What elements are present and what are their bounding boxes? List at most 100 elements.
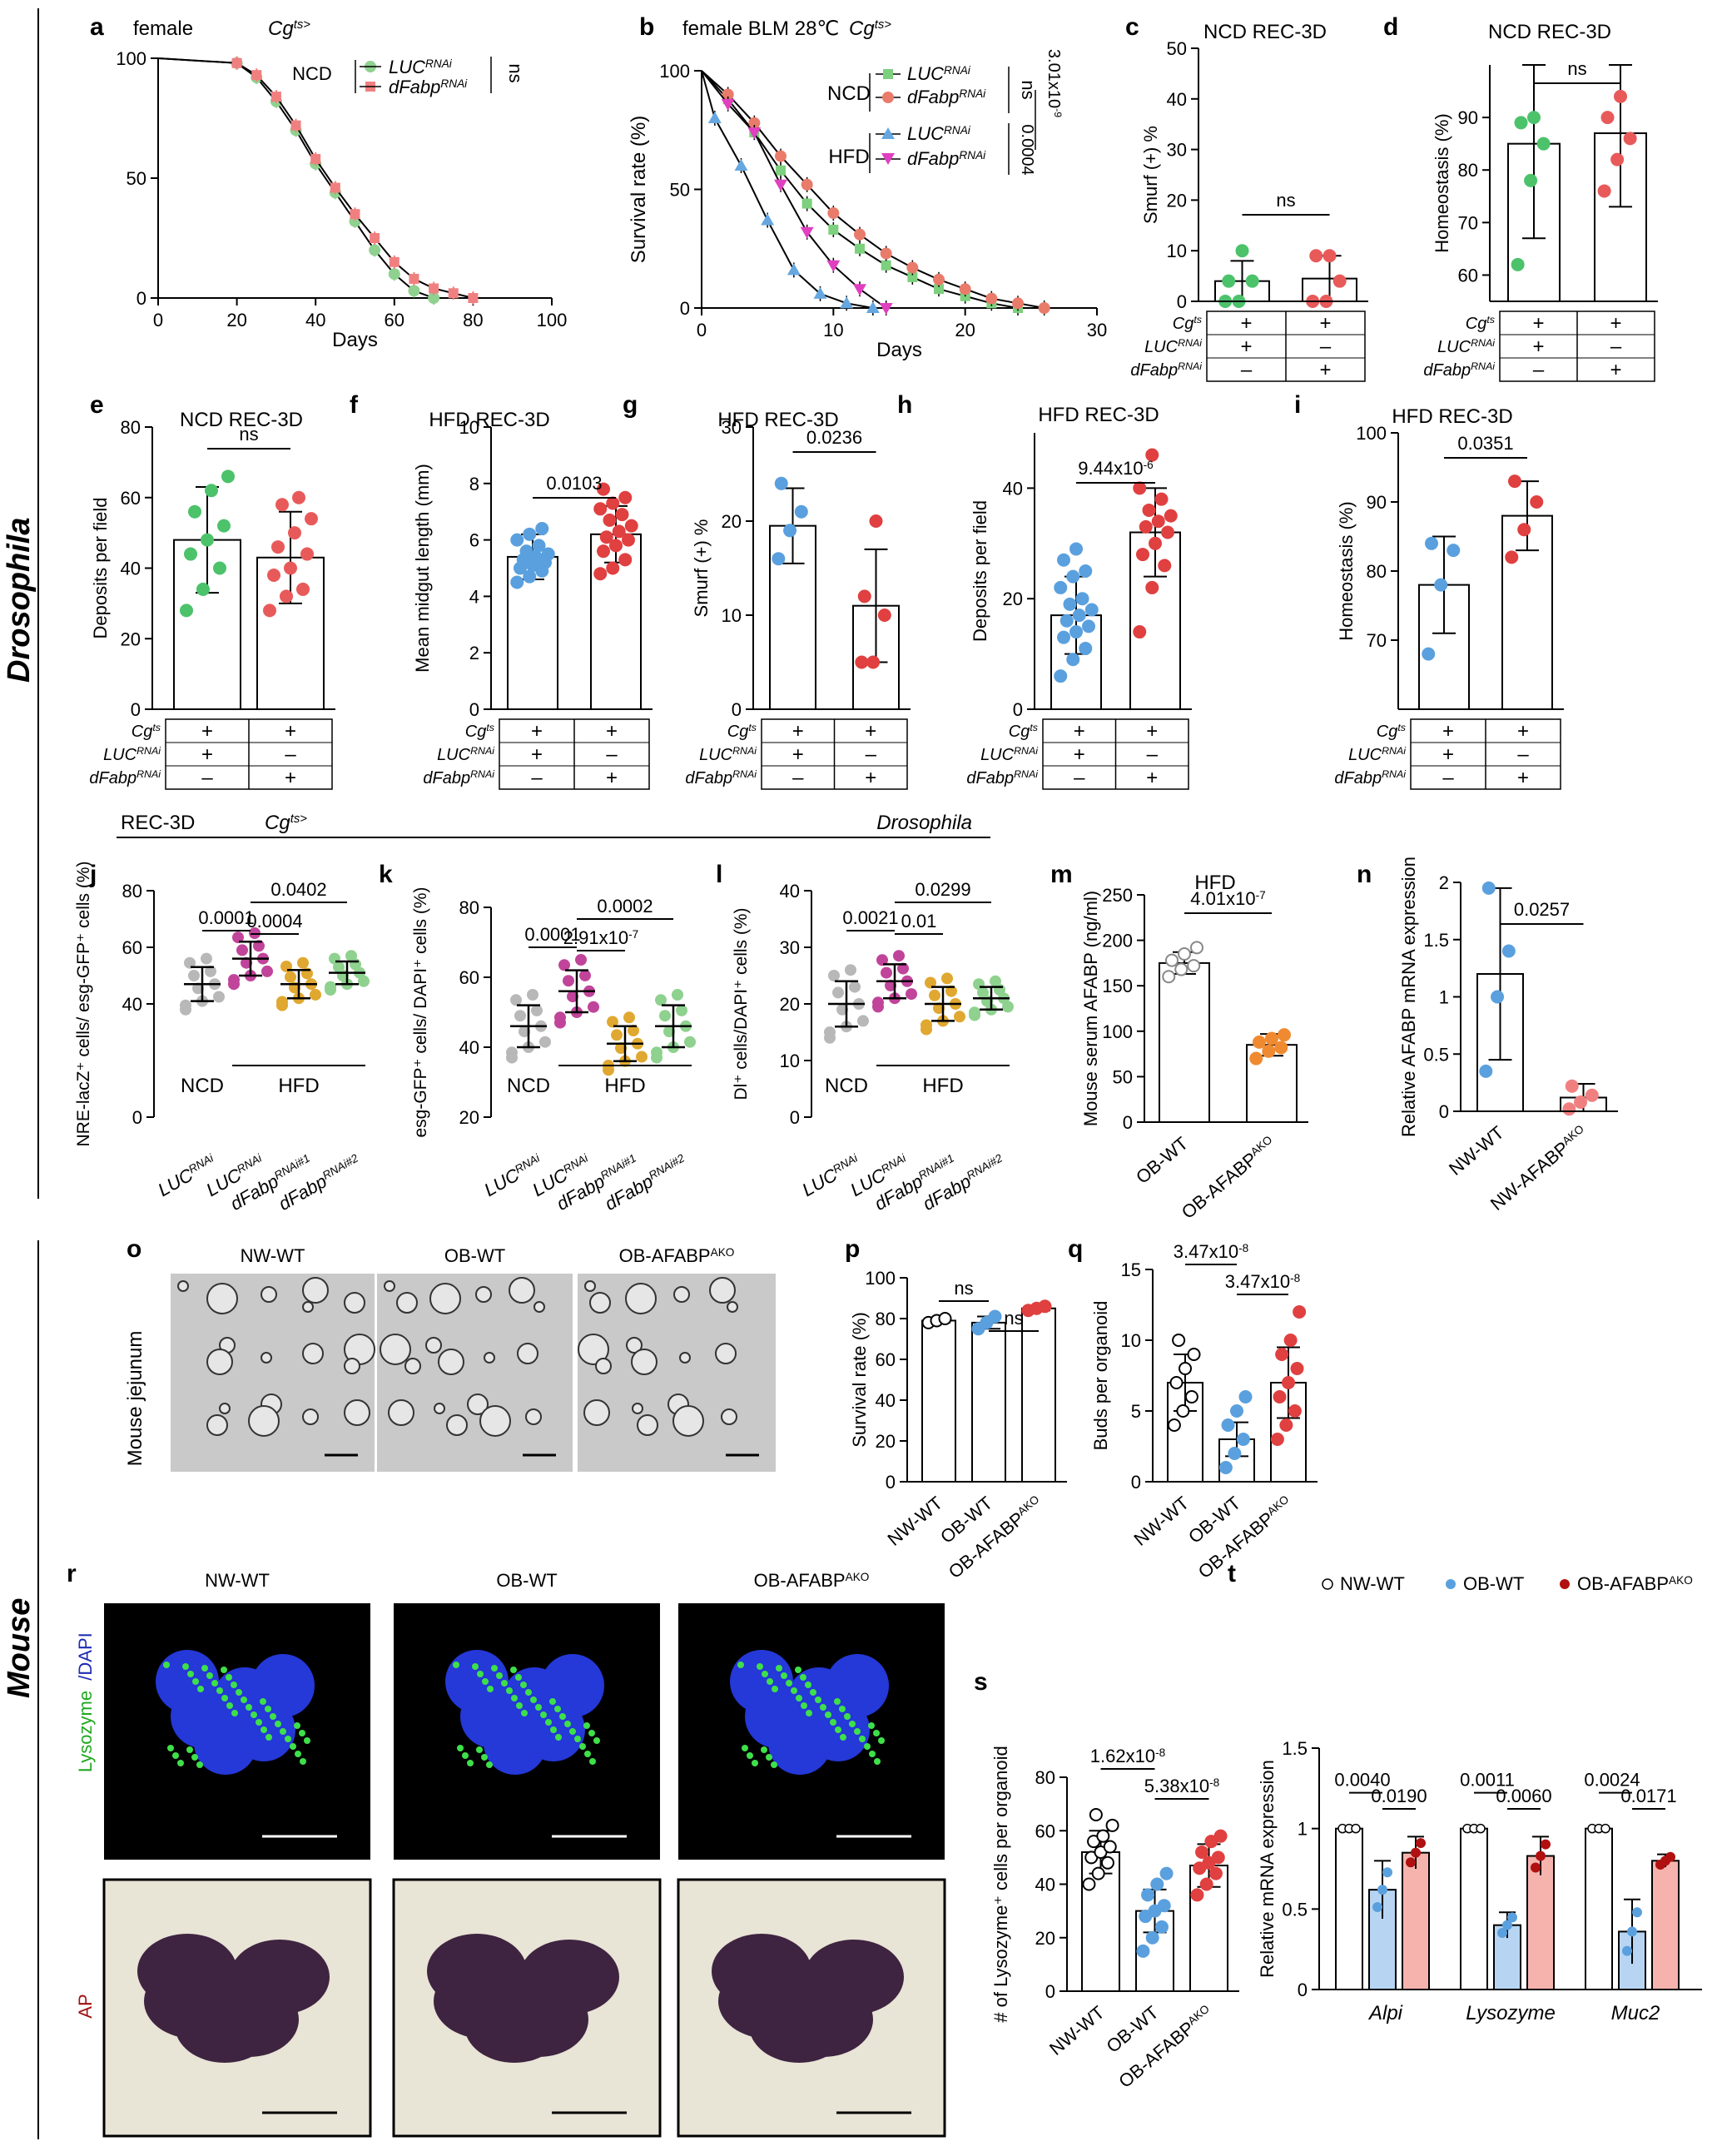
lysozyme-dot bbox=[196, 1761, 203, 1768]
y-tick-label: 80 bbox=[1035, 1767, 1055, 1788]
lysozyme-dot bbox=[515, 1674, 522, 1681]
y-tick-label: 80 bbox=[122, 881, 142, 902]
data-point bbox=[676, 1004, 687, 1016]
data-point bbox=[845, 964, 856, 976]
organoid-blob bbox=[388, 1399, 414, 1426]
text-base: Cg bbox=[1466, 315, 1487, 333]
data-point bbox=[1079, 564, 1093, 578]
data-point bbox=[866, 655, 881, 669]
x-tick-label: 20 bbox=[955, 320, 975, 340]
text-sup: RNAi bbox=[1178, 337, 1203, 349]
data-point bbox=[1274, 1041, 1288, 1055]
text-base: OB-AFABP bbox=[754, 1570, 846, 1591]
data-point bbox=[607, 1016, 618, 1028]
data-point bbox=[1527, 111, 1541, 125]
cond-row-label: dFabpRNAi bbox=[89, 768, 161, 787]
data-point bbox=[985, 292, 998, 305]
panel-letter-i: i bbox=[1294, 391, 1301, 419]
data-point bbox=[180, 999, 191, 1011]
cond-sign: + bbox=[865, 720, 876, 743]
organoid-blob bbox=[438, 1349, 464, 1375]
text-base: LUC bbox=[103, 746, 137, 764]
text-sup: RNAi bbox=[186, 1151, 216, 1175]
lysozyme-dot bbox=[516, 1702, 523, 1709]
data-point bbox=[325, 981, 336, 993]
cond-sign: – bbox=[1442, 767, 1454, 789]
panel-letter-q: q bbox=[1068, 1235, 1083, 1263]
y-tick-label: 250 bbox=[1102, 885, 1133, 906]
text-base: Cg bbox=[132, 723, 153, 741]
legend-marker bbox=[1322, 1578, 1333, 1590]
data-point bbox=[285, 971, 296, 983]
data-point bbox=[370, 233, 380, 243]
cond-sign: + bbox=[285, 767, 296, 789]
y-tick-label: 20 bbox=[722, 511, 742, 532]
data-point bbox=[832, 986, 844, 999]
lysozyme-dot bbox=[786, 1680, 792, 1687]
panel-a-driver: Cgts> bbox=[268, 17, 310, 40]
lysozyme-dot bbox=[299, 1730, 305, 1736]
organoid-blob bbox=[261, 1352, 272, 1364]
data-point bbox=[824, 1026, 836, 1038]
text-sup: ts bbox=[1030, 722, 1038, 733]
data-point bbox=[1481, 881, 1496, 895]
lysozyme-dot bbox=[457, 1745, 464, 1751]
lysozyme-dot bbox=[525, 1689, 532, 1696]
data-point bbox=[519, 544, 533, 559]
sig-label: 0.0257 bbox=[1514, 899, 1570, 920]
data-point bbox=[1505, 550, 1519, 564]
data-point bbox=[1150, 1877, 1164, 1891]
cond-row-label: LUCRNAi bbox=[1348, 745, 1407, 764]
cond-sign: – bbox=[201, 767, 213, 789]
y-tick-label: 60 bbox=[876, 1349, 896, 1370]
data-point bbox=[1422, 647, 1436, 661]
data-point bbox=[1447, 544, 1461, 558]
lysozyme-dot bbox=[191, 1754, 198, 1761]
cond-sign: + bbox=[1517, 720, 1529, 743]
data-point bbox=[933, 1002, 945, 1015]
text-sup: AKO bbox=[1669, 1574, 1693, 1587]
data-point bbox=[1627, 1926, 1637, 1937]
cond-sign: – bbox=[1517, 743, 1529, 766]
data-point bbox=[636, 1051, 648, 1063]
text-base: Cg bbox=[268, 17, 294, 40]
lysozyme-dot bbox=[874, 1758, 881, 1765]
lysozyme-dot bbox=[246, 1704, 252, 1711]
data-point bbox=[1184, 1390, 1198, 1403]
lysozyme-dot bbox=[766, 1754, 772, 1761]
series-line bbox=[701, 70, 874, 309]
lysozyme-dot bbox=[868, 1722, 875, 1729]
cond-sign: + bbox=[1442, 743, 1454, 766]
y-axis-label: Dl⁺ cells/DAPI⁺ cells (%) bbox=[732, 907, 751, 1100]
data-point bbox=[1221, 1418, 1235, 1432]
y-tick-label: 150 bbox=[1102, 976, 1133, 996]
sig-label: 2.91x10-7 bbox=[563, 927, 638, 948]
y-tick-label: 40 bbox=[1003, 478, 1023, 499]
data-point bbox=[217, 519, 231, 533]
x-category-label: Muc2 bbox=[1611, 2002, 1660, 2024]
data-point bbox=[1351, 1823, 1361, 1834]
lysozyme-dot bbox=[771, 1761, 777, 1768]
lysozyme-dot bbox=[251, 1711, 257, 1718]
y-axis-label: Survival rate (%) bbox=[849, 1312, 870, 1448]
cond-sign: – bbox=[1533, 359, 1545, 381]
data-point bbox=[1145, 1930, 1159, 1945]
data-point bbox=[1178, 946, 1191, 961]
organoid-blob bbox=[517, 1343, 538, 1364]
y-tick-label: 0 bbox=[886, 1472, 896, 1493]
y-tick-label: 20 bbox=[1035, 1928, 1055, 1949]
y-tick-label: 100 bbox=[116, 48, 146, 69]
data-point bbox=[1275, 1348, 1289, 1361]
text-base: NW-AFABP bbox=[1486, 1137, 1573, 1215]
data-point bbox=[1614, 89, 1627, 103]
cond-sign: – bbox=[285, 743, 296, 766]
bar bbox=[971, 1321, 1006, 1483]
data-point bbox=[1600, 111, 1615, 125]
text-base: OB-AFABP bbox=[1577, 1573, 1669, 1594]
organoid-blob bbox=[637, 1414, 658, 1436]
data-point bbox=[1434, 578, 1448, 592]
text-sup: -9 bbox=[1052, 108, 1064, 117]
data-point bbox=[593, 567, 608, 581]
legend-label: dFabpRNAi bbox=[907, 87, 986, 107]
side-label-drosophila: Drosophila bbox=[2, 517, 37, 683]
